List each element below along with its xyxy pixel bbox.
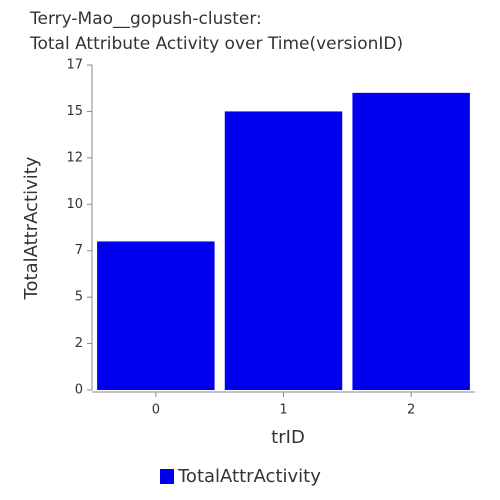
y-tick-label: 15 (66, 104, 83, 119)
x-tick-label: 2 (407, 403, 415, 418)
y-tick-label: 5 (75, 290, 83, 305)
chart-title: Terry-Mao__gopush-cluster: (29, 9, 262, 29)
y-tick-label: 17 (66, 58, 83, 73)
y-tick-label: 7 (75, 243, 83, 258)
legend-swatch (160, 469, 174, 484)
bar (97, 241, 215, 390)
x-tick-label: 1 (279, 403, 287, 418)
chart-title: Total Attribute Activity over Time(versi… (29, 34, 403, 54)
legend-label: TotalAttrActivity (177, 466, 321, 487)
y-tick-label: 12 (66, 150, 83, 165)
y-tick-label: 2 (75, 336, 83, 351)
y-axis-label: TotalAttrActivity (21, 156, 42, 300)
bar (352, 92, 470, 390)
x-axis-label: trID (271, 427, 305, 448)
x-tick-label: 0 (152, 403, 160, 418)
y-tick-label: 10 (66, 197, 83, 212)
y-tick-label: 0 (75, 383, 83, 398)
bar (224, 111, 343, 390)
